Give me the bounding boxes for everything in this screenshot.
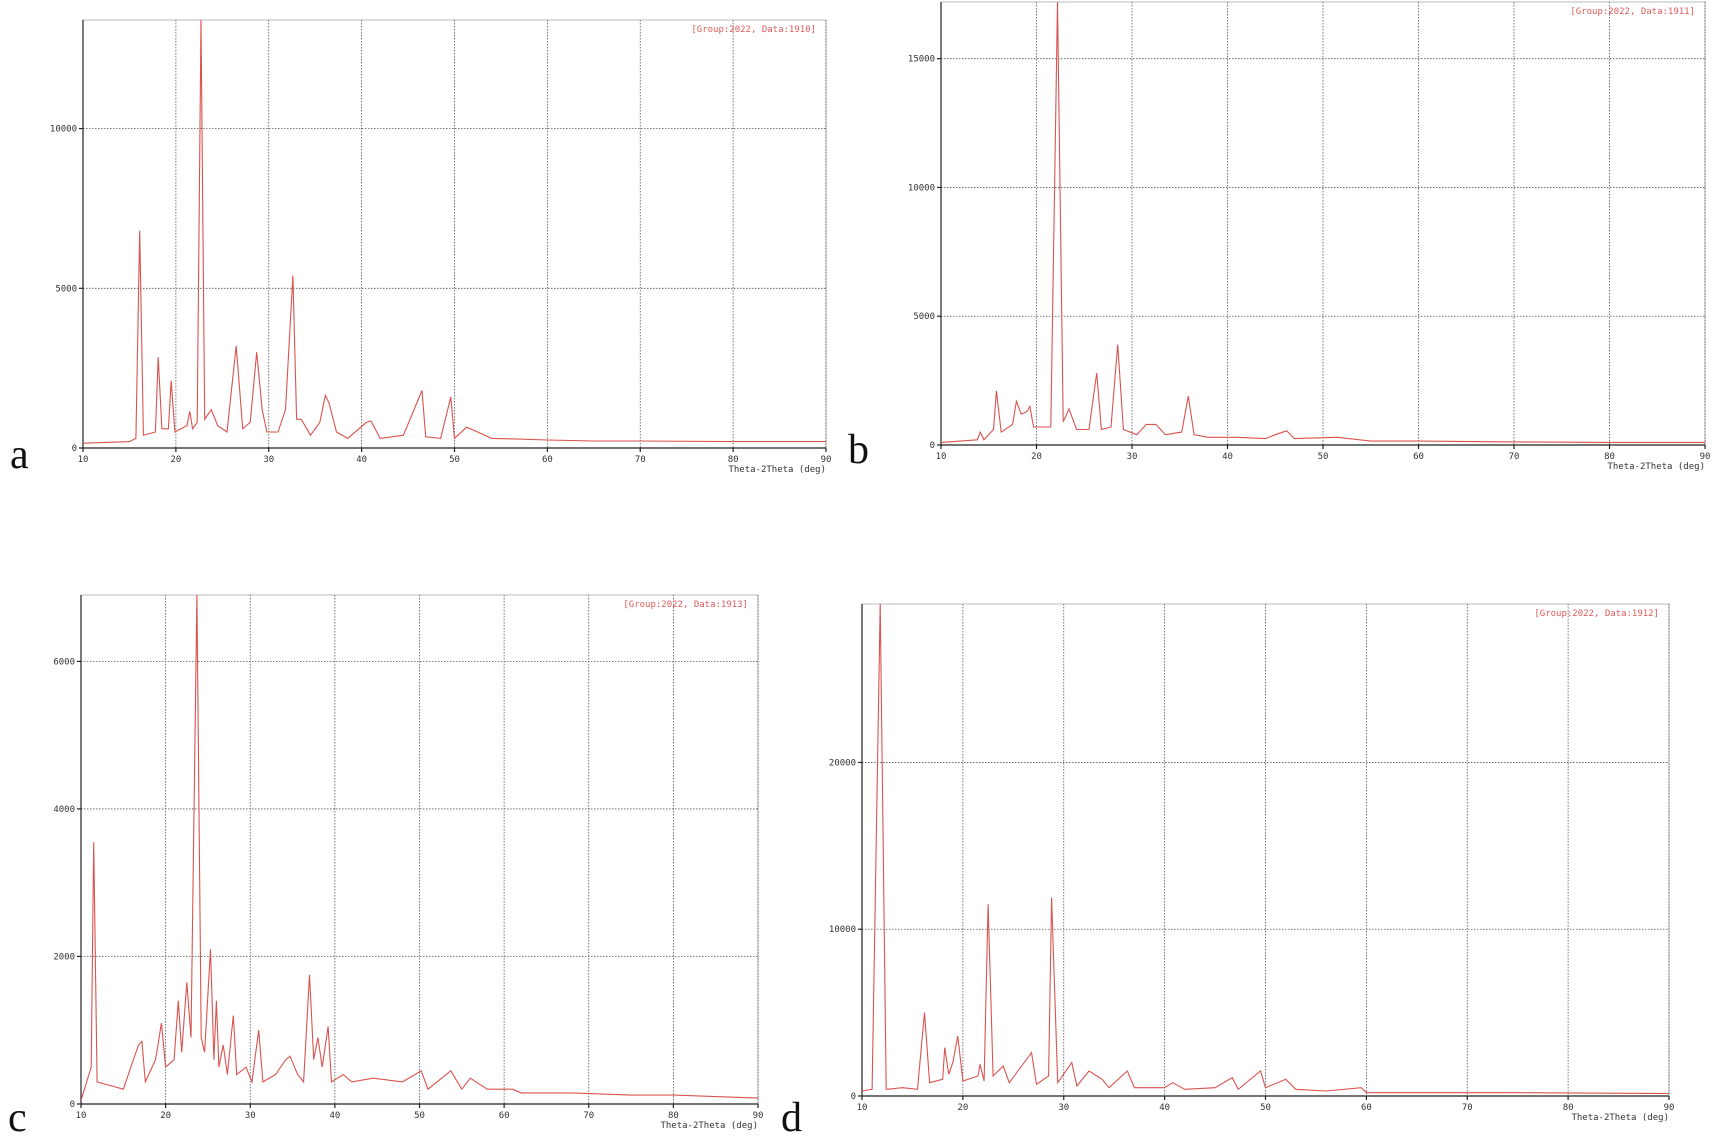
chart-panel: 10 20 30 40 50 60 70 80 90 0 10000 20000 Theta-2Thet… [781,603,1675,1141]
y-tick-label: 4000 [53,805,75,815]
x-tick-label: 20 [160,1111,171,1121]
x-tick-label: 10 [76,1111,87,1121]
chart-panel: 10 20 30 40 50 60 70 80 90 0 5000 10000 Theta-2Theta… [10,19,832,478]
xrd-line [83,19,826,444]
y-tick-label: 2000 [53,952,75,962]
x-tick-label: 20 [170,455,181,465]
x-axis-label: Theta-2Theta (deg) [660,1121,758,1131]
panel-label: b [848,427,869,473]
panel-label: c [8,1095,27,1141]
x-tick-label: 10 [936,452,947,462]
y-tick-label: 20000 [829,758,856,768]
y-tick-label: 0 [70,1100,75,1110]
x-tick-label: 80 [1563,1103,1574,1113]
x-axis-label: Theta-2Theta (deg) [1607,462,1705,472]
y-tick-label: 0 [930,441,935,451]
x-tick-label: 10 [78,455,89,465]
x-tick-label: 70 [1509,452,1520,462]
x-tick-label: 30 [1127,452,1138,462]
x-tick-label: 70 [583,1111,594,1121]
annotation: [Group:2022, Data:1911] [1570,7,1695,17]
x-tick-label: 90 [1664,1103,1675,1113]
x-tick-label: 50 [449,455,460,465]
x-axis-label: Theta-2Theta (deg) [728,465,826,475]
panel-label: d [781,1095,802,1141]
y-tick-label: 6000 [53,657,75,667]
x-tick-label: 90 [1700,452,1711,462]
x-tick-label: 60 [1413,452,1424,462]
x-tick-label: 30 [1058,1103,1069,1113]
x-tick-label: 90 [821,455,832,465]
chart-panel: 10 20 30 40 50 60 70 80 90 0 2000 4000 6000 Theta-2Th… [8,594,764,1141]
x-tick-label: 40 [1222,452,1233,462]
y-tick-label: 5000 [55,284,77,294]
y-tick-label: 10000 [829,925,856,935]
panel-label: a [10,432,29,478]
x-tick-label: 60 [499,1111,510,1121]
x-tick-label: 40 [329,1111,340,1121]
xrd-line [81,594,758,1101]
x-tick-label: 50 [1318,452,1329,462]
annotation: [Group:2022, Data:1910] [691,25,816,35]
y-tick-label: 0 [72,444,77,454]
x-tick-label: 30 [263,455,274,465]
y-tick-label: 15000 [908,55,935,65]
x-tick-label: 40 [356,455,367,465]
x-tick-label: 60 [542,455,553,465]
x-tick-label: 50 [1260,1103,1271,1113]
xrd-line [941,1,1705,443]
annotation: [Group:2022, Data:1912] [1534,609,1659,619]
x-tick-label: 90 [753,1111,764,1121]
x-tick-label: 60 [1361,1103,1372,1113]
x-tick-label: 20 [957,1103,968,1113]
x-tick-label: 80 [1604,452,1615,462]
x-tick-label: 40 [1159,1103,1170,1113]
y-tick-label: 0 [851,1092,856,1102]
x-tick-label: 70 [1462,1103,1473,1113]
x-tick-label: 20 [1031,452,1042,462]
x-tick-label: 30 [245,1111,256,1121]
x-tick-label: 70 [635,455,646,465]
x-axis-label: Theta-2Theta (deg) [1571,1113,1669,1123]
x-tick-label: 80 [668,1111,679,1121]
x-tick-label: 80 [728,455,739,465]
annotation: [Group:2022, Data:1913] [623,600,748,610]
chart-panel: 10 20 30 40 50 60 70 80 90 0 5000 10000 15000 Theta-2… [848,1,1711,473]
y-tick-label: 5000 [913,312,935,322]
xrd-line [862,603,1669,1095]
x-tick-label: 10 [857,1103,868,1113]
x-tick-label: 50 [414,1111,425,1121]
y-tick-label: 10000 [908,183,935,193]
y-tick-label: 10000 [50,125,77,135]
